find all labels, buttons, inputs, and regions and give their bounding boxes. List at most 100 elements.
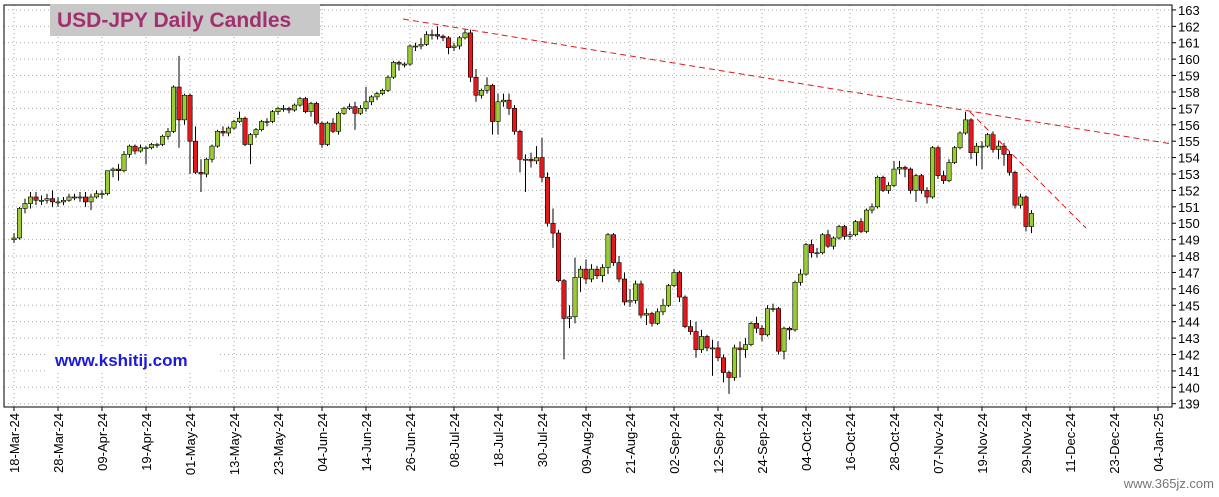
source-label: www.kshitij.com	[54, 351, 188, 370]
candle-body	[324, 122, 330, 145]
candle-body	[138, 147, 144, 152]
candle-body	[423, 34, 429, 45]
candle-body	[561, 280, 567, 319]
candle-body	[836, 226, 842, 239]
x-tick-label: 28-Mar-24	[51, 413, 66, 473]
candle-body	[891, 168, 897, 186]
candle-body	[429, 34, 435, 36]
candle-body	[880, 176, 886, 191]
candle-body	[55, 201, 61, 204]
candle-body	[302, 98, 308, 112]
x-tick-label: 04-Jan-25	[1151, 413, 1166, 472]
candle-body	[962, 119, 968, 134]
candle-body	[27, 196, 33, 204]
candle-body	[907, 168, 913, 191]
candle-body	[220, 131, 226, 134]
candle-body	[940, 175, 946, 181]
candle-body	[99, 193, 105, 195]
candle-body	[572, 277, 578, 318]
candle-body	[297, 98, 303, 106]
candle-body	[495, 101, 501, 122]
candle-body	[456, 37, 462, 47]
x-tick-label: 29-Nov-24	[1019, 413, 1034, 474]
candle-body	[489, 85, 495, 122]
candle-body	[874, 176, 880, 208]
candle-body	[517, 131, 523, 160]
candle-body	[473, 76, 479, 96]
candle-body	[726, 372, 732, 378]
candle-body	[77, 196, 83, 199]
candle-body	[94, 193, 100, 198]
candle-body	[539, 157, 545, 178]
grid	[4, 5, 1172, 407]
x-tick-label: 24-Sep-24	[755, 413, 770, 474]
candle-body	[171, 86, 177, 132]
candle-body	[528, 158, 534, 162]
candle-body	[621, 278, 627, 303]
y-tick-label: 160	[1178, 52, 1200, 67]
candle-body	[132, 145, 138, 152]
candle-body	[335, 112, 341, 132]
y-tick-label: 148	[1178, 249, 1200, 264]
candle-body	[352, 106, 358, 114]
y-tick-label: 147	[1178, 265, 1200, 280]
candle-body	[863, 209, 869, 232]
candle-body	[38, 199, 44, 202]
title-box	[50, 4, 320, 36]
candle-body	[533, 157, 539, 162]
y-tick-label: 146	[1178, 282, 1200, 297]
candle-body	[143, 147, 149, 150]
candle-body	[775, 308, 781, 352]
candle-body	[412, 45, 418, 48]
candle-body	[792, 281, 798, 331]
candle-body	[918, 175, 924, 191]
y-tick-label: 158	[1178, 85, 1200, 100]
candle-body	[209, 145, 215, 160]
candle-body	[346, 106, 352, 109]
x-tick-label: 26-Jun-24	[403, 413, 418, 472]
candle-body	[709, 347, 715, 350]
candle-body	[83, 196, 89, 203]
x-tick-label: 21-Aug-24	[623, 413, 638, 474]
watermark: www.365jz.com	[1123, 476, 1214, 491]
candle-body	[671, 272, 677, 286]
candle-body	[847, 234, 853, 237]
candle-body	[467, 32, 473, 78]
candle-body	[715, 347, 721, 359]
candle-body	[616, 262, 622, 280]
x-tick-label: 04-Jun-24	[315, 413, 330, 472]
y-tick-label: 163	[1178, 3, 1200, 18]
candle-body	[237, 117, 243, 122]
x-tick-label: 12-Sep-24	[711, 413, 726, 474]
candle-body	[720, 357, 726, 373]
candle-body	[127, 145, 133, 155]
candle-body	[390, 62, 396, 78]
candle-body	[951, 147, 957, 163]
x-tick-label: 18-Jul-24	[491, 413, 506, 467]
candle-body	[401, 63, 407, 66]
x-tick-label: 02-Sep-24	[667, 413, 682, 474]
candle-body	[511, 108, 517, 132]
candle-body	[610, 234, 616, 263]
candle-body	[632, 283, 638, 301]
candle-body	[116, 168, 122, 172]
candle-body	[555, 232, 561, 281]
candle-body	[594, 268, 600, 277]
candle-body	[500, 99, 506, 103]
candle-body	[165, 131, 171, 137]
candle-body	[935, 147, 941, 176]
y-tick-label: 156	[1178, 118, 1200, 133]
candle-body	[1006, 154, 1012, 173]
candle-body	[44, 198, 50, 201]
candle-body	[968, 119, 974, 153]
candle-body	[379, 90, 385, 94]
candle-body	[385, 76, 391, 91]
candle-body	[286, 108, 292, 111]
candle-body	[484, 85, 490, 91]
x-tick-label: 13-May-24	[227, 413, 242, 475]
candle-body	[770, 308, 776, 310]
candle-body	[308, 103, 314, 112]
